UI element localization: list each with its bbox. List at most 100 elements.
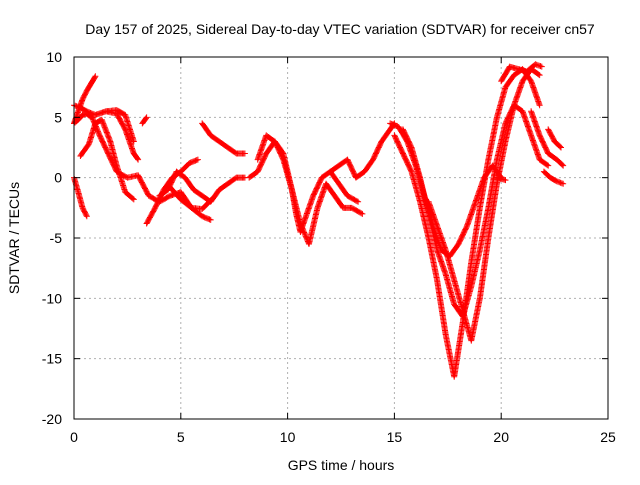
data-point	[193, 157, 200, 164]
data-point	[559, 161, 566, 168]
data-point	[103, 129, 110, 136]
data-point	[100, 120, 107, 127]
x-axis-label: GPS time / hours	[288, 457, 395, 473]
data-point	[502, 177, 509, 184]
series-sat-track-19	[425, 66, 543, 344]
data-point	[103, 128, 110, 135]
data-point	[301, 229, 308, 236]
series-sat-track-15	[327, 120, 398, 181]
data-point	[88, 111, 95, 118]
data-point	[407, 167, 414, 174]
data-point	[407, 143, 414, 150]
data-layer	[71, 61, 567, 380]
data-point	[130, 196, 137, 203]
data-point	[94, 127, 101, 134]
series-sat-track-14	[254, 132, 366, 248]
data-point	[535, 71, 542, 78]
data-point	[135, 156, 142, 163]
data-point	[536, 72, 543, 79]
data-point	[105, 133, 112, 140]
data-point	[142, 115, 149, 122]
data-point	[98, 116, 105, 123]
data-point	[83, 212, 90, 219]
data-point	[106, 137, 113, 144]
x-tick-label: 20	[493, 429, 509, 445]
series-sat-track-21	[528, 108, 567, 169]
data-point	[538, 63, 545, 70]
series-sat-track-12	[199, 120, 248, 157]
grid-layer	[74, 57, 608, 419]
series-sat-track-23	[545, 126, 565, 151]
x-tick-label: 25	[600, 429, 616, 445]
data-point	[143, 114, 150, 121]
data-point	[88, 113, 95, 120]
y-axis-label: SDTVAR / TECUs	[6, 182, 22, 294]
series-sat-track-20	[493, 174, 509, 184]
data-point	[207, 216, 214, 223]
data-point	[90, 117, 97, 124]
data-point	[544, 161, 551, 168]
x-tick-label: 15	[387, 429, 403, 445]
data-point	[302, 232, 309, 239]
chart-title: Day 157 of 2025, Sidereal Day-to-day VTE…	[85, 21, 595, 37]
data-point	[358, 210, 365, 217]
series-sat-track-11	[167, 184, 214, 223]
series-sat-track-8	[139, 114, 150, 127]
data-point	[106, 135, 113, 142]
data-point	[241, 150, 248, 157]
data-point	[95, 129, 102, 136]
data-point	[302, 233, 309, 240]
y-tick-label: 10	[46, 49, 62, 65]
data-point	[89, 114, 96, 121]
y-tick-label: 5	[54, 109, 62, 125]
data-point	[99, 118, 106, 125]
series-sat-track-24	[498, 61, 545, 85]
series-sat-track-18	[399, 102, 552, 320]
x-tick-label: 0	[70, 429, 78, 445]
data-point	[355, 198, 362, 205]
data-point	[101, 124, 108, 131]
data-point	[298, 223, 305, 230]
data-point	[102, 125, 109, 132]
y-tick-label: 0	[54, 170, 62, 186]
series-sat-track-22	[540, 168, 567, 187]
data-point	[95, 128, 102, 135]
data-point	[129, 195, 136, 202]
data-point	[300, 226, 307, 233]
data-point	[92, 73, 99, 80]
data-point	[297, 221, 304, 228]
data-point	[91, 74, 98, 81]
x-tick-label: 5	[177, 429, 185, 445]
data-point	[100, 121, 107, 128]
data-point	[99, 119, 106, 126]
data-point	[83, 213, 90, 220]
data-point	[89, 115, 96, 122]
data-point	[102, 126, 109, 133]
data-point	[101, 123, 108, 130]
data-point	[297, 220, 304, 227]
data-point	[299, 224, 306, 231]
series-sat-track-5	[77, 116, 137, 203]
data-point	[206, 216, 213, 223]
series-sat-track-7	[103, 108, 142, 163]
data-point	[130, 138, 137, 145]
data-point	[536, 102, 543, 109]
series-sat-track-10	[156, 168, 248, 205]
data-point	[105, 134, 112, 141]
y-tick-label: -5	[50, 230, 63, 246]
data-point	[557, 143, 564, 150]
data-point	[104, 132, 111, 139]
data-point	[299, 225, 306, 232]
data-point	[104, 130, 111, 137]
data-point	[300, 228, 307, 235]
data-point	[558, 144, 565, 151]
data-point	[279, 155, 286, 162]
series-sat-track-13	[246, 138, 362, 235]
data-point	[560, 162, 567, 169]
ticks-layer: 0 5 10 15 20 25 -20 -15 -10 -5 0 5 10	[42, 49, 616, 445]
data-point	[353, 198, 360, 205]
data-point	[301, 230, 308, 237]
data-point	[560, 180, 567, 187]
